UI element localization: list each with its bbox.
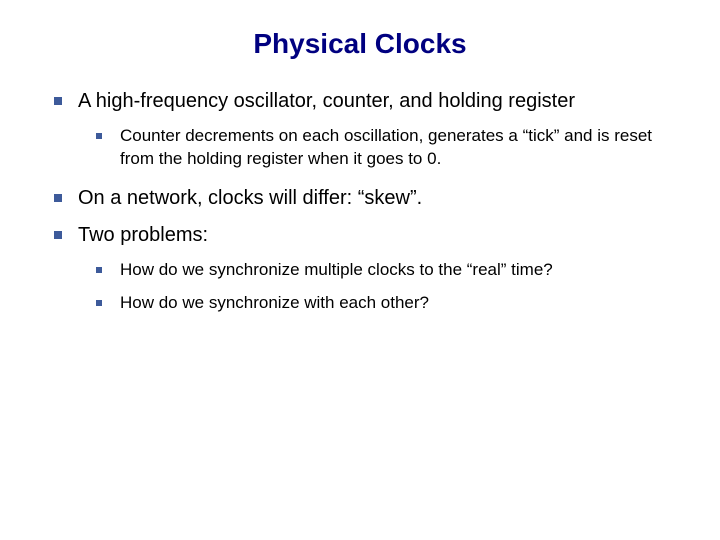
bullet-text: On a network, clocks will differ: “skew”… [78,187,422,209]
bullet-text: A high-frequency oscillator, counter, an… [78,90,575,112]
list-item: A high-frequency oscillator, counter, an… [50,88,670,171]
slide: Physical Clocks A high-frequency oscilla… [0,0,720,540]
list-item: How do we synchronize multiple clocks to… [94,259,670,282]
list-item: Counter decrements on each oscillation, … [94,125,670,171]
bullet-text: How do we synchronize with each other? [120,293,429,312]
list-item: How do we synchronize with each other? [94,292,670,315]
bullet-list-level2: Counter decrements on each oscillation, … [78,125,670,171]
list-item: On a network, clocks will differ: “skew”… [50,185,670,212]
slide-title: Physical Clocks [50,28,670,60]
bullet-text: How do we synchronize multiple clocks to… [120,260,553,279]
bullet-text: Two problems: [78,224,208,246]
bullet-list-level1: A high-frequency oscillator, counter, an… [50,88,670,315]
bullet-text: Counter decrements on each oscillation, … [120,126,652,168]
bullet-list-level2: How do we synchronize multiple clocks to… [78,259,670,315]
list-item: Two problems: How do we synchronize mult… [50,222,670,315]
